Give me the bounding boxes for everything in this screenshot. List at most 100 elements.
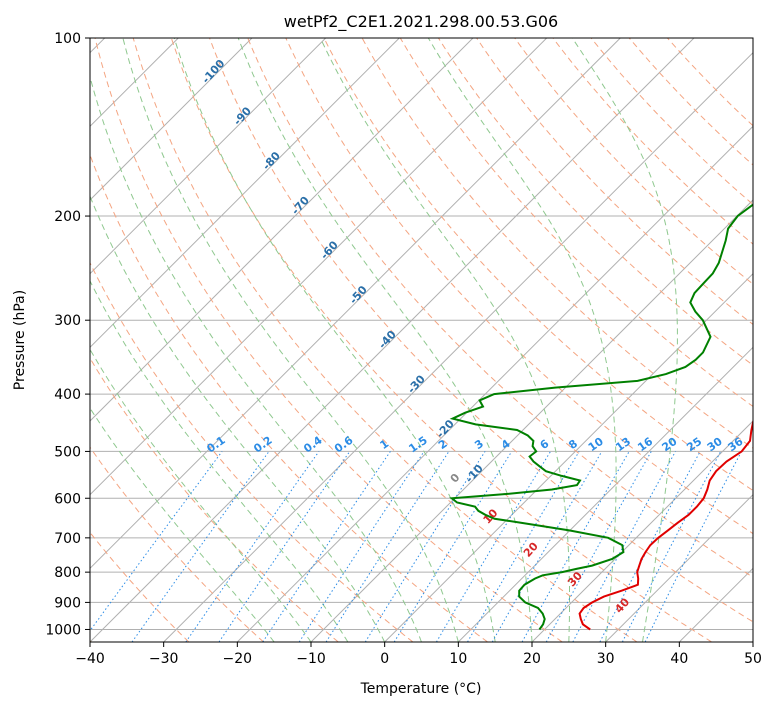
- x-tick-label: −30: [149, 651, 179, 667]
- y-tick-label: 200: [54, 209, 81, 225]
- mixing-ratio-label: 4: [499, 437, 513, 452]
- mixing-ratio-line: [90, 451, 223, 632]
- dry-adiabat-line: [476, 38, 753, 326]
- theta-label: 20: [521, 539, 541, 559]
- y-tick-label: 900: [54, 595, 81, 611]
- dry-adiabat-line: [285, 38, 753, 535]
- theta-label: 40: [612, 595, 632, 615]
- x-tick-label: −10: [296, 651, 326, 667]
- moist-adiabat-line: [427, 38, 617, 642]
- isotherm-label: -30: [405, 372, 428, 396]
- x-axis-label: Temperature (°C): [360, 681, 482, 697]
- dry-adiabat-line: [90, 357, 339, 642]
- temperature-profile: [578, 412, 753, 631]
- isotherm-line: [236, 125, 753, 642]
- x-tick-label: 10: [449, 651, 467, 667]
- isotherm-line: [678, 567, 753, 642]
- chart-title: wetPf2_C2E1.2021.298.00.53.G06: [284, 12, 558, 32]
- dry-adiabat-line: [90, 531, 190, 642]
- mixing-ratio-label: 1.5: [406, 434, 429, 456]
- mixing-ratio-line: [185, 451, 320, 642]
- y-tick-label: 700: [54, 531, 81, 547]
- y-tick-label: 1000: [45, 622, 81, 638]
- dry-adiabat-line: [514, 38, 753, 285]
- mixing-ratio-line: [467, 451, 580, 642]
- isotherm-line: [457, 346, 753, 642]
- dry-adiabat-line: [90, 153, 488, 642]
- moist-adiabat-line: [90, 407, 275, 642]
- dry-adiabat-line: [437, 38, 753, 366]
- mixing-ratio-line: [218, 451, 351, 642]
- dry-adiabat-line: [170, 38, 712, 642]
- isotherm-line: [90, 38, 621, 570]
- x-tick-label: 20: [523, 651, 541, 667]
- isotherm-label: -70: [289, 194, 312, 218]
- y-tick-label: 600: [54, 491, 81, 507]
- dry-adiabat-line: [94, 38, 563, 642]
- isotherm-label: -60: [318, 238, 341, 262]
- isotherm-line: [90, 38, 327, 275]
- isotherm-line: [531, 420, 753, 642]
- moist-adiabat-line: [571, 38, 678, 642]
- mixing-ratio-line: [325, 451, 450, 642]
- x-tick-label: 50: [744, 651, 762, 667]
- y-tick-label: 500: [54, 444, 81, 460]
- isotherm-line: [90, 38, 400, 349]
- dry-adiabat-line: [132, 38, 638, 642]
- isotherm-line: [90, 38, 548, 496]
- mixing-ratio-line: [298, 451, 425, 642]
- dry-adiabat-line: [667, 38, 753, 127]
- mixing-ratio-label: 1: [378, 437, 392, 452]
- y-axis-label: Pressure (hPa): [12, 290, 28, 390]
- isotherm-label: -20: [434, 417, 457, 441]
- isotherm-line: [752, 641, 753, 642]
- x-tick-label: −40: [75, 651, 105, 667]
- y-tick-label: 100: [54, 31, 81, 47]
- dry-adiabat-line: [590, 38, 753, 206]
- isotherm-line: [163, 51, 753, 642]
- mixing-ratio-line: [644, 451, 742, 642]
- y-tick-label: 800: [54, 565, 81, 581]
- x-tick-label: 40: [670, 651, 688, 667]
- moist-adiabat-line: [90, 194, 386, 642]
- mixing-ratio-line: [545, 451, 652, 642]
- mixing-ratio-line: [572, 451, 676, 642]
- isotherm-line: [605, 493, 753, 642]
- isotherm-label: -100: [199, 57, 227, 86]
- mixing-ratio-label: 8: [566, 437, 580, 452]
- mixing-ratio-label: 0.6: [332, 433, 356, 455]
- plot-area: 0.1 0.2 0.4 0.6 1 1.5 2 3 4 6 8 10 13 16 20 25 30 36-100-…: [90, 38, 753, 642]
- mixing-ratio-line: [393, 451, 513, 642]
- moist-adiabat-line: [90, 74, 422, 642]
- mixing-ratio-label: 0.2: [251, 434, 274, 456]
- mixing-ratio-label: 0.4: [301, 433, 325, 455]
- isotherm-line: [90, 38, 253, 201]
- x-tick-label: 0: [380, 651, 389, 667]
- mixing-ratio-line: [621, 451, 722, 642]
- dry-adiabat-line: [323, 38, 753, 492]
- isotherm-line: [90, 38, 474, 422]
- y-tick-label: 400: [54, 387, 81, 403]
- moist-adiabat-line: [122, 38, 459, 642]
- mixing-ratio-label: 3: [472, 437, 486, 452]
- moist-adiabat-line: [90, 348, 312, 642]
- dewpoint-profile: [449, 203, 753, 631]
- mixing-ratio-label: 0.1: [204, 434, 227, 456]
- dry-adiabat-line: [90, 446, 264, 642]
- moist-adiabat-line: [237, 38, 533, 642]
- dry-adiabat-line: [247, 38, 753, 578]
- isotherm-label: -40: [376, 328, 399, 352]
- plot-frame: [89, 37, 754, 643]
- mixing-ratio-line: [521, 451, 630, 642]
- mixing-ratio-line: [262, 451, 391, 642]
- x-tick-label: 30: [597, 651, 615, 667]
- axes: −40 −30 −20 −10 0 10 20 30 40 5010020030040050060…: [45, 31, 762, 667]
- mixing-ratio-label: 6: [538, 437, 552, 452]
- isotherm-label: -90: [231, 104, 254, 128]
- theta-label: 0: [448, 471, 463, 486]
- dry-adiabat-line: [552, 38, 753, 245]
- isotherm-line: [384, 272, 753, 642]
- dry-adiabat-line: [90, 261, 414, 642]
- x-tick-label: −20: [223, 651, 253, 667]
